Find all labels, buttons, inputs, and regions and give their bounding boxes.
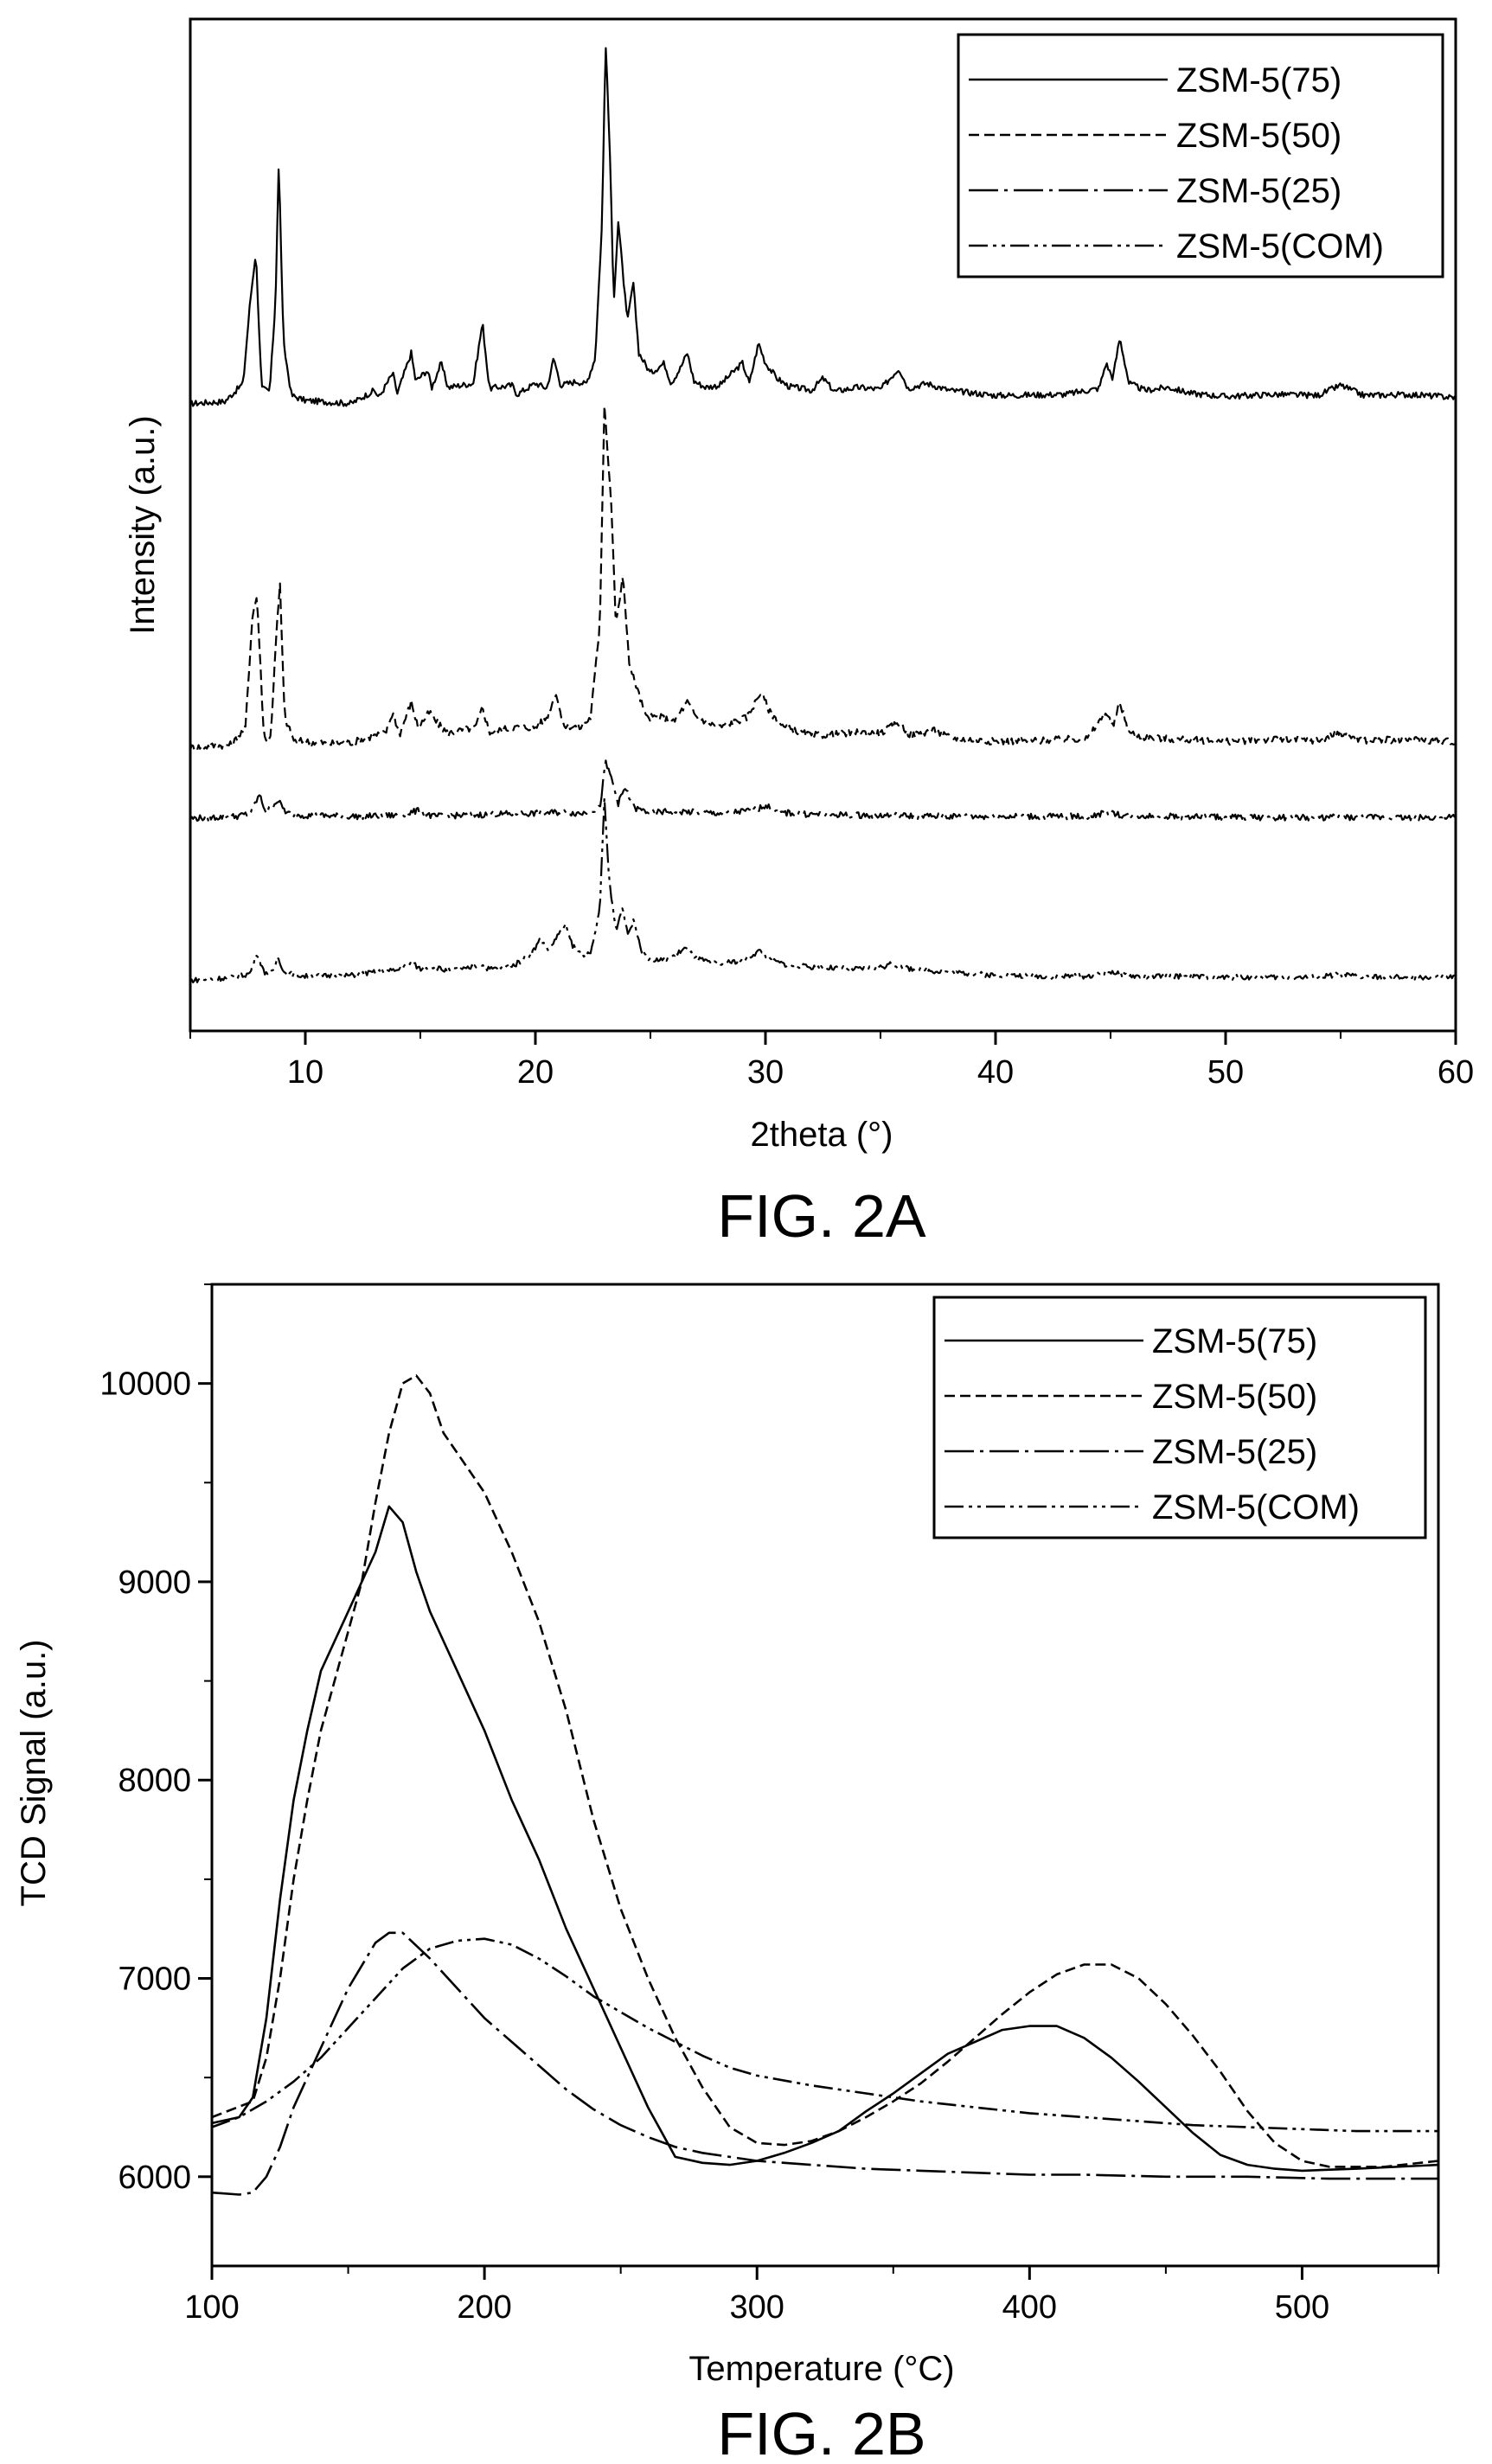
x-ticks-2b: 100 200 300 400 500 bbox=[184, 2266, 1439, 2326]
legend-label: ZSM-5(75) bbox=[1176, 61, 1342, 99]
legend-2b: ZSM-5(75) ZSM-5(50) ZSM-5(25) ZSM-5(COM) bbox=[932, 1296, 1427, 1539]
x-tick-label: 400 bbox=[1002, 2289, 1057, 2326]
x-axis-title-2a: 2theta (°) bbox=[751, 1116, 893, 1154]
y-axis-title-2a: Intensity (a.u.) bbox=[124, 415, 162, 634]
x-tick-label: 200 bbox=[457, 2289, 511, 2326]
figure-caption-2b: FIG. 2B bbox=[717, 2400, 925, 2464]
chart-2b: 100 200 300 400 500 6000 7000 8000 9000 10000 ZS… bbox=[15, 1283, 1440, 2464]
x-tick-label: 500 bbox=[1275, 2289, 1329, 2326]
series-line-zsm-5-75 bbox=[211, 1505, 1439, 2173]
y-ticks-2b: 6000 7000 8000 9000 10000 bbox=[99, 1283, 212, 2196]
series-line-zsm-5-com bbox=[211, 1937, 1438, 2133]
legend-label: ZSM-5(75) bbox=[1152, 1322, 1317, 1360]
x-tick-label: 50 bbox=[1207, 1054, 1244, 1091]
x-tick-label: 40 bbox=[977, 1054, 1014, 1091]
legend-label: ZSM-5(COM) bbox=[1152, 1488, 1360, 1526]
y-tick-label: 8000 bbox=[118, 1763, 191, 1799]
x-tick-label: 30 bbox=[747, 1054, 784, 1091]
series-line-zsm-5-50 bbox=[189, 405, 1456, 752]
legend-label: ZSM-5(50) bbox=[1176, 117, 1342, 155]
legend-label: ZSM-5(25) bbox=[1152, 1433, 1317, 1471]
y-tick-label: 7000 bbox=[118, 1962, 191, 1998]
legend-label: ZSM-5(COM) bbox=[1176, 227, 1384, 266]
series-line-zsm-5-25 bbox=[211, 1931, 1438, 2196]
x-tick-label: 300 bbox=[730, 2289, 784, 2326]
x-tick-label: 60 bbox=[1438, 1054, 1474, 1091]
series-line-zsm-5-50 bbox=[211, 1374, 1439, 2168]
legend-label: ZSM-5(50) bbox=[1152, 1378, 1317, 1416]
series-group-2a bbox=[189, 47, 1456, 983]
x-tick-label: 100 bbox=[184, 2289, 239, 2326]
figure-caption-2a: FIG. 2A bbox=[717, 1182, 925, 1250]
y-tick-label: 10000 bbox=[99, 1366, 191, 1403]
legend-entries-2a: ZSM-5(75) ZSM-5(50) ZSM-5(25) ZSM-5(COM) bbox=[969, 61, 1384, 266]
x-tick-label: 20 bbox=[517, 1054, 554, 1091]
series-line-zsm-5-com bbox=[189, 797, 1456, 983]
series-line-zsm-5-75 bbox=[189, 47, 1456, 407]
x-tick-label: 10 bbox=[287, 1054, 323, 1091]
legend-box-2b bbox=[932, 1296, 1427, 1539]
legend-box-2a bbox=[957, 33, 1444, 278]
y-tick-label: 9000 bbox=[118, 1565, 191, 1601]
y-axis-title-2b: TCD Signal (a.u.) bbox=[15, 1640, 53, 1907]
legend-2a: ZSM-5(75) ZSM-5(50) ZSM-5(25) ZSM-5(COM) bbox=[957, 33, 1444, 278]
series-group-2b bbox=[211, 1374, 1439, 2196]
series-line-zsm-5-25 bbox=[189, 759, 1456, 822]
x-ticks-2a: 10 20 30 40 50 60 bbox=[189, 1031, 1474, 1091]
chart-2a: 10 20 30 40 50 60 ZSM-5(75) ZSM-5(50) ZSM-5(25)… bbox=[124, 17, 1474, 1250]
y-tick-label: 6000 bbox=[118, 2160, 191, 2196]
legend-entries-2b: ZSM-5(75) ZSM-5(50) ZSM-5(25) ZSM-5(COM) bbox=[945, 1322, 1360, 1526]
legend-label: ZSM-5(25) bbox=[1176, 172, 1342, 210]
x-axis-title-2b: Temperature (°C) bbox=[688, 2350, 954, 2388]
plot-frame-2b bbox=[210, 1283, 1440, 2268]
plot-frame-2a bbox=[189, 17, 1457, 1033]
